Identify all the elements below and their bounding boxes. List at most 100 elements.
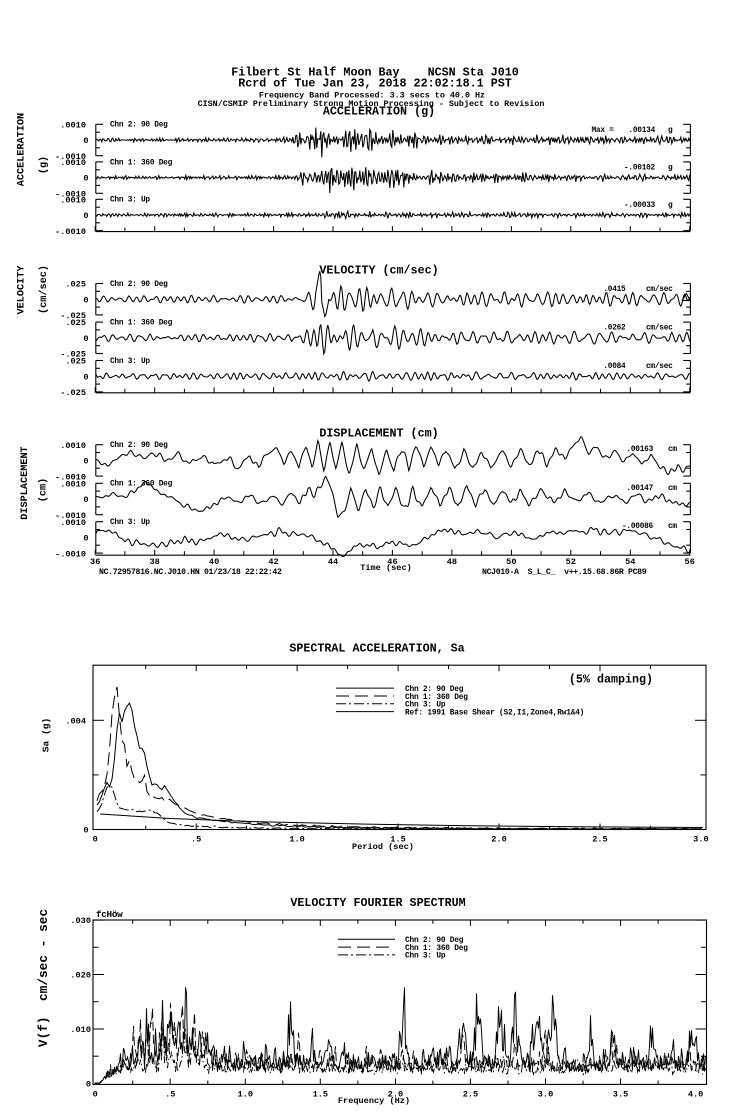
svg-text:-.025: -.025	[60, 388, 86, 398]
svg-text:-.00102: -.00102	[624, 164, 656, 172]
svg-text:Rcrd of Tue Jan 23, 2018 22:02: Rcrd of Tue Jan 23, 2018 22:02:18.1 PST	[238, 76, 512, 90]
svg-text:54: 54	[625, 557, 635, 567]
svg-text:cm: cm	[668, 446, 677, 454]
svg-text:Max =: Max =	[592, 127, 615, 135]
svg-text:.5: .5	[191, 835, 201, 845]
svg-text:(g): (g)	[38, 156, 50, 174]
svg-text:(cm/sec): (cm/sec)	[38, 265, 50, 314]
svg-text:.00147: .00147	[626, 485, 653, 493]
svg-text:(cm): (cm)	[38, 478, 50, 502]
svg-text:Time (sec): Time (sec)	[360, 563, 412, 573]
svg-text:-.025: -.025	[60, 311, 86, 321]
svg-text:0: 0	[83, 457, 88, 467]
svg-text:ACCELERATION (g): ACCELERATION (g)	[323, 105, 435, 119]
svg-text:fcHöw: fcHöw	[96, 909, 123, 920]
svg-text:Chn 2: 90 Deg: Chn 2: 90 Deg	[405, 686, 464, 694]
svg-text:g: g	[668, 127, 673, 135]
svg-text:.025: .025	[65, 280, 86, 290]
svg-text:1.0: 1.0	[289, 835, 304, 845]
svg-text:VELOCITY (cm/sec): VELOCITY (cm/sec)	[319, 264, 438, 278]
svg-text:.0084: .0084	[603, 363, 626, 371]
svg-text:Frequency (Hz): Frequency (Hz)	[338, 1096, 410, 1106]
svg-text:0: 0	[83, 211, 88, 221]
svg-text:2.0: 2.0	[491, 835, 506, 845]
svg-text:Chn 1: 360 Deg: Chn 1: 360 Deg	[110, 159, 173, 167]
svg-text:.0010: .0010	[60, 195, 86, 205]
svg-text:.025: .025	[65, 357, 86, 367]
svg-text:VELOCITY: VELOCITY	[17, 265, 28, 315]
svg-text:.020: .020	[70, 971, 91, 981]
svg-text:-.0010: -.0010	[55, 549, 86, 559]
svg-text:.0010: .0010	[60, 518, 86, 528]
svg-text:.0010: .0010	[60, 120, 86, 130]
svg-text:2.5: 2.5	[592, 835, 607, 845]
svg-text:44: 44	[328, 557, 338, 567]
svg-text:Frequency Band Processed: 3.3: Frequency Band Processed: 3.3 secs to 40…	[259, 90, 485, 100]
svg-text:cm/sec: cm/sec	[646, 286, 673, 294]
svg-text:.025: .025	[65, 318, 86, 328]
svg-text:3.0: 3.0	[538, 1090, 553, 1100]
svg-text:NCJ010-A S_L_C_ v++.15.68.86: NCJ010-A S_L_C_ v++.15.68.86R PC89	[482, 568, 647, 577]
svg-text:48: 48	[447, 557, 457, 567]
svg-text:0: 0	[83, 334, 88, 344]
svg-text:56: 56	[685, 557, 695, 567]
svg-text:-.0010: -.0010	[55, 227, 86, 237]
svg-text:Chn 3: Up: Chn 3: Up	[110, 358, 150, 366]
svg-text:2.0: 2.0	[388, 1090, 403, 1100]
svg-text:Chn 3: Up: Chn 3: Up	[405, 953, 446, 961]
svg-text:-.0010: -.0010	[55, 511, 86, 521]
svg-text:Chn 3: Up: Chn 3: Up	[405, 702, 446, 710]
svg-text:42: 42	[268, 557, 278, 567]
svg-text:cm: cm	[668, 523, 677, 531]
svg-text:0: 0	[93, 835, 98, 845]
svg-text:Chn 2: 90 Deg: Chn 2: 90 Deg	[110, 442, 168, 450]
svg-text:cm: cm	[668, 485, 677, 493]
svg-text:36: 36	[90, 557, 100, 567]
svg-text:Period (sec): Period (sec)	[352, 842, 414, 852]
svg-text:0: 0	[83, 534, 88, 544]
svg-text:SPECTRAL ACCELERATION, Sa: SPECTRAL ACCELERATION, Sa	[289, 642, 464, 656]
svg-text:50: 50	[506, 557, 516, 567]
svg-text:46: 46	[387, 557, 397, 567]
svg-text:Chn 1: 360 Deg: Chn 1: 360 Deg	[110, 481, 173, 489]
svg-text:Sa (g): Sa (g)	[41, 718, 52, 753]
svg-text:g: g	[668, 202, 673, 210]
svg-text:NC.72957816.NC.J010.HN 01/23/1: NC.72957816.NC.J010.HN 01/23/18 22:22:42	[99, 567, 282, 577]
svg-text:1.5: 1.5	[313, 1090, 328, 1100]
svg-text:Chn 1: 360 Deg: Chn 1: 360 Deg	[405, 694, 468, 702]
svg-text:3.0: 3.0	[693, 835, 708, 845]
svg-text:cm/sec: cm/sec	[646, 325, 673, 333]
svg-text:-.0010: -.0010	[55, 152, 86, 162]
svg-text:3.5: 3.5	[613, 1090, 628, 1100]
svg-text:0: 0	[83, 136, 88, 146]
svg-text:Chn 2: 90 Deg: Chn 2: 90 Deg	[110, 281, 168, 289]
svg-text:40: 40	[209, 557, 219, 567]
svg-text:-.00033: -.00033	[624, 202, 656, 210]
svg-text:.5: .5	[165, 1090, 175, 1100]
svg-text:Filbert St Half Moon Bay NC: Filbert St Half Moon Bay NCSN Sta J010	[231, 65, 519, 79]
svg-text:.0010: .0010	[60, 441, 86, 451]
svg-text:-.0010: -.0010	[55, 190, 86, 200]
svg-text:Chn 1: 360 Deg: Chn 1: 360 Deg	[405, 945, 468, 953]
svg-text:DISPLACEMENT (cm): DISPLACEMENT (cm)	[319, 427, 438, 441]
svg-text:Chn 3: Up: Chn 3: Up	[110, 197, 150, 205]
svg-text:ACCELERATION: ACCELERATION	[17, 113, 28, 186]
svg-text:0: 0	[83, 372, 88, 382]
svg-text:-.00086: -.00086	[622, 523, 654, 531]
svg-text:38: 38	[149, 557, 159, 567]
svg-text:Chn 2: 90 Deg: Chn 2: 90 Deg	[110, 122, 168, 130]
svg-text:0: 0	[83, 174, 88, 184]
svg-text:.0262: .0262	[603, 325, 626, 333]
svg-text:0: 0	[83, 826, 88, 836]
svg-text:.00134: .00134	[628, 127, 655, 135]
svg-text:cm/sec: cm/sec	[646, 363, 673, 371]
svg-text:-.0010: -.0010	[55, 472, 86, 482]
svg-text:VELOCITY FOURIER SPECTRUM: VELOCITY FOURIER SPECTRUM	[290, 896, 465, 910]
svg-text:.0010: .0010	[60, 158, 86, 168]
svg-text:0: 0	[83, 495, 88, 505]
svg-text:0: 0	[83, 295, 88, 305]
svg-text:.004: .004	[65, 716, 86, 726]
svg-text:.030: .030	[70, 916, 91, 926]
svg-text:CISN/CSMIP Preliminary Strong: CISN/CSMIP Preliminary Strong Motion Pro…	[198, 99, 545, 109]
svg-text:g: g	[668, 164, 673, 172]
